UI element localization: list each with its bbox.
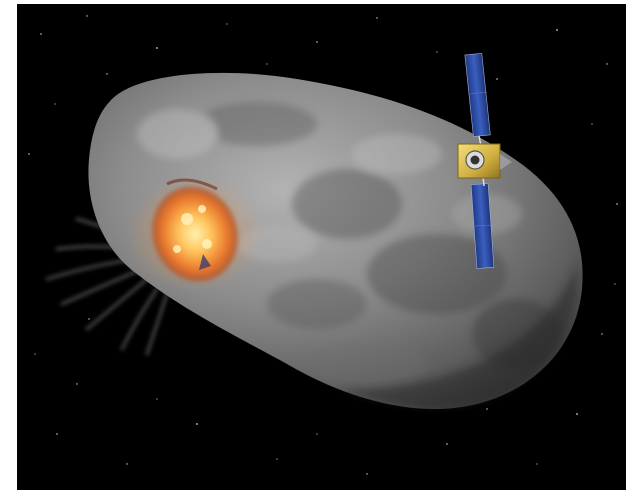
star-field [28,15,618,475]
scene-illustration [28,15,618,475]
space-scene [17,4,626,490]
spacecraft [457,52,512,269]
lower-solar-panel [470,183,495,269]
impact-explosion [127,176,263,292]
spacecraft-body [457,143,501,179]
upper-solar-panel [464,52,491,137]
